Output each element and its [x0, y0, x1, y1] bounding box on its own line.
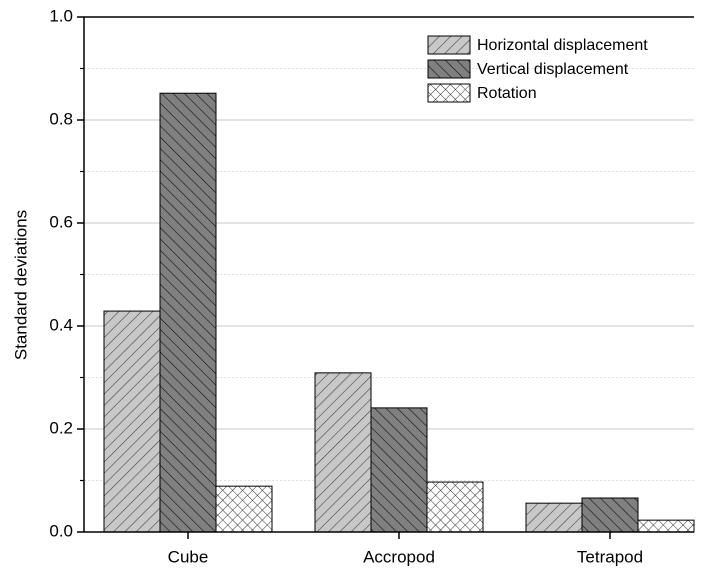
bar: [581, 497, 639, 533]
bar: [370, 407, 428, 533]
y-tick-label: 1.0: [49, 6, 73, 25]
x-tick-label: Accropod: [363, 547, 435, 566]
bar: [103, 310, 161, 533]
bar: [215, 485, 273, 533]
bar: [525, 502, 583, 533]
legend-label: Rotation: [477, 85, 537, 102]
y-tick-label: 0.4: [49, 315, 73, 334]
legend-swatch: [427, 59, 471, 79]
bar: [159, 92, 217, 533]
x-tick-label: Cube: [168, 547, 209, 566]
y-axis-label: Standard deviations: [11, 210, 30, 360]
bar: [314, 372, 372, 533]
bar: [426, 481, 484, 533]
y-tick-label: 0.0: [49, 521, 73, 540]
y-tick-label: 0.8: [49, 109, 73, 128]
y-tick-label: 0.2: [49, 418, 73, 437]
legend-swatch: [427, 83, 471, 103]
x-tick-label: Tetrapod: [577, 547, 643, 566]
legend-label: Horizontal displacement: [477, 37, 648, 54]
legend-label: Vertical displacement: [477, 61, 629, 78]
bar: [637, 519, 695, 533]
y-tick-label: 0.6: [49, 212, 73, 231]
legend-swatch: [427, 35, 471, 55]
